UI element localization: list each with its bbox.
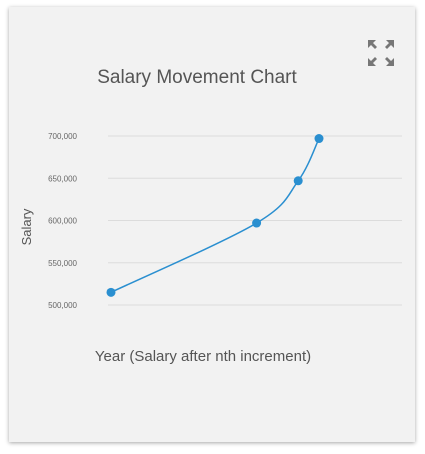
chart-card (9, 7, 415, 442)
y-axis-label: Salary (19, 208, 34, 245)
series-points (106, 134, 324, 297)
data-point[interactable] (252, 218, 262, 228)
data-point[interactable] (293, 176, 303, 186)
series-line (110, 138, 320, 294)
y-tick-label: 700,000 (48, 132, 77, 141)
y-axis-ticks: 500,000 550,000 600,000 650,000 700,000 (48, 132, 77, 310)
data-point[interactable] (106, 287, 116, 297)
x-axis-label: Year (Salary after nth increment) (95, 348, 311, 365)
data-point[interactable] (314, 134, 324, 144)
grid (108, 135, 402, 306)
y-tick-label: 650,000 (48, 174, 77, 183)
expand-icon[interactable] (366, 38, 396, 68)
y-tick-label: 550,000 (48, 259, 77, 268)
chart-title: Salary Movement Chart (97, 67, 297, 88)
y-tick-label: 600,000 (48, 217, 77, 226)
y-tick-label: 500,000 (48, 301, 77, 310)
